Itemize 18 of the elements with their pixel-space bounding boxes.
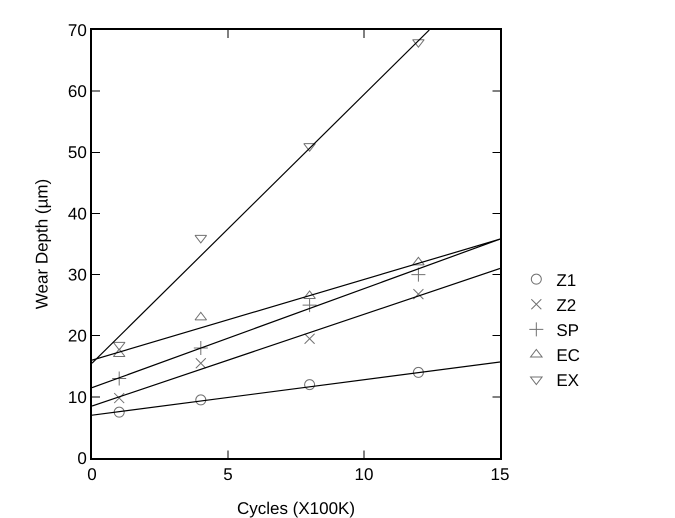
y-tick-label: 50 (68, 143, 87, 162)
y-tick-label: 0 (77, 448, 87, 468)
y-axis-title: Wear Depth (µm) (32, 178, 52, 310)
x-tick-label: 15 (490, 465, 510, 484)
x-tick-label: 10 (354, 465, 374, 484)
legend-label: SP (556, 320, 580, 340)
x-tick-label: 5 (223, 465, 233, 484)
y-tick-label: 40 (68, 204, 87, 224)
x-axis-title: Cycles (X100K) (236, 499, 356, 518)
y-tick-label: 70 (68, 20, 87, 40)
y-tick-label: 10 (68, 388, 87, 407)
legend-label: EC (556, 346, 580, 366)
legend-label: EX (556, 371, 580, 390)
y-tick-label: 60 (68, 82, 87, 102)
y-tick-label: 30 (68, 266, 87, 285)
legend-label: Z1 (556, 270, 576, 290)
y-tick-label: 20 (68, 326, 87, 346)
legend-label: Z2 (556, 296, 576, 315)
